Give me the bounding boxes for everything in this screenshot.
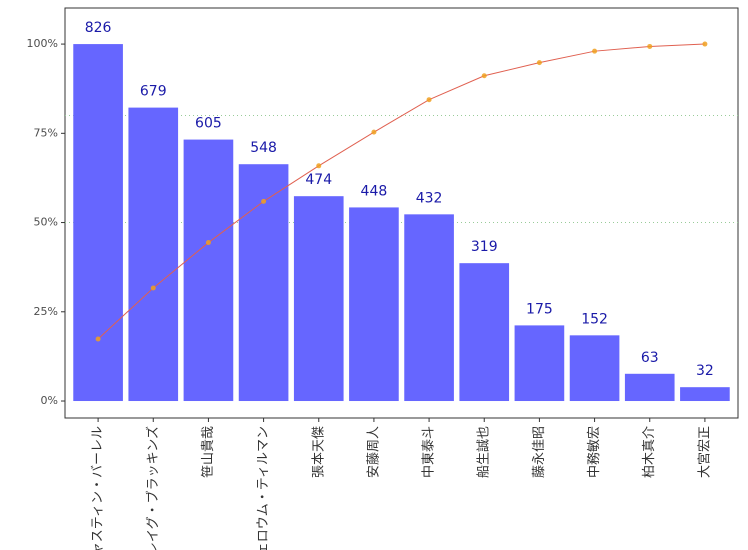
cumulative-point xyxy=(592,48,598,54)
cumulative-point xyxy=(261,198,267,204)
cumulative-point xyxy=(95,336,101,342)
bar xyxy=(680,387,730,402)
value-label: 63 xyxy=(641,350,659,366)
cumulative-line xyxy=(97,43,705,340)
bar xyxy=(569,335,620,402)
value-label: 432 xyxy=(416,190,443,206)
bar xyxy=(293,196,344,402)
x-tick-label: クレイグ・ブラッキンズ xyxy=(145,426,161,550)
cumulative-point xyxy=(481,73,487,79)
x-tick-label: 藤永佳昭 xyxy=(532,426,547,478)
bar xyxy=(128,107,179,402)
x-tick-label: 中東泰斗 xyxy=(421,426,437,478)
x-tick-label: 張本天傑 xyxy=(311,426,326,478)
value-label: 152 xyxy=(581,311,608,327)
value-label: 605 xyxy=(195,116,222,132)
bar xyxy=(404,214,454,402)
bar xyxy=(183,139,234,402)
x-tick-label: 笹山貴哉 xyxy=(200,426,216,478)
x-tick-label: 安藤周人 xyxy=(366,426,381,478)
bar xyxy=(514,325,565,402)
cumulative-point xyxy=(702,41,708,47)
y-tick-label: 0% xyxy=(41,394,58,407)
cumulative-point xyxy=(205,240,211,246)
y-tick-label: 25% xyxy=(34,305,58,318)
value-label: 175 xyxy=(526,301,553,317)
y-tick-label: 100% xyxy=(27,37,58,50)
y-tick-label: 50% xyxy=(34,216,58,229)
value-label: 32 xyxy=(696,363,714,379)
x-tick-label: 柏木真介 xyxy=(642,426,657,478)
cumulative-point xyxy=(426,97,432,103)
value-label: 679 xyxy=(140,84,167,100)
value-label: 548 xyxy=(250,140,277,156)
x-tick-label: ジェロウム・ティルマン xyxy=(256,426,271,550)
x-tick-label: 中務敏宏 xyxy=(587,426,602,478)
cumulative-point xyxy=(647,43,653,49)
value-label: 448 xyxy=(361,183,388,199)
x-tick-label: 船生誠也 xyxy=(477,426,492,478)
value-label: 319 xyxy=(471,239,498,255)
bar xyxy=(73,44,123,402)
y-tick-label: 75% xyxy=(34,126,58,139)
plot-border xyxy=(64,7,739,419)
cumulative-point xyxy=(536,60,542,66)
value-label: 474 xyxy=(305,172,332,188)
bar xyxy=(624,373,675,402)
cumulative-point xyxy=(316,163,322,169)
bar xyxy=(459,263,510,402)
x-tick-label: ジャスティン・バーレル xyxy=(91,426,106,550)
bar xyxy=(349,207,399,402)
x-tick-label: 大宮宏正 xyxy=(696,426,712,478)
cumulative-point xyxy=(371,129,377,135)
value-label: 826 xyxy=(85,20,112,36)
cumulative-point xyxy=(150,285,156,291)
